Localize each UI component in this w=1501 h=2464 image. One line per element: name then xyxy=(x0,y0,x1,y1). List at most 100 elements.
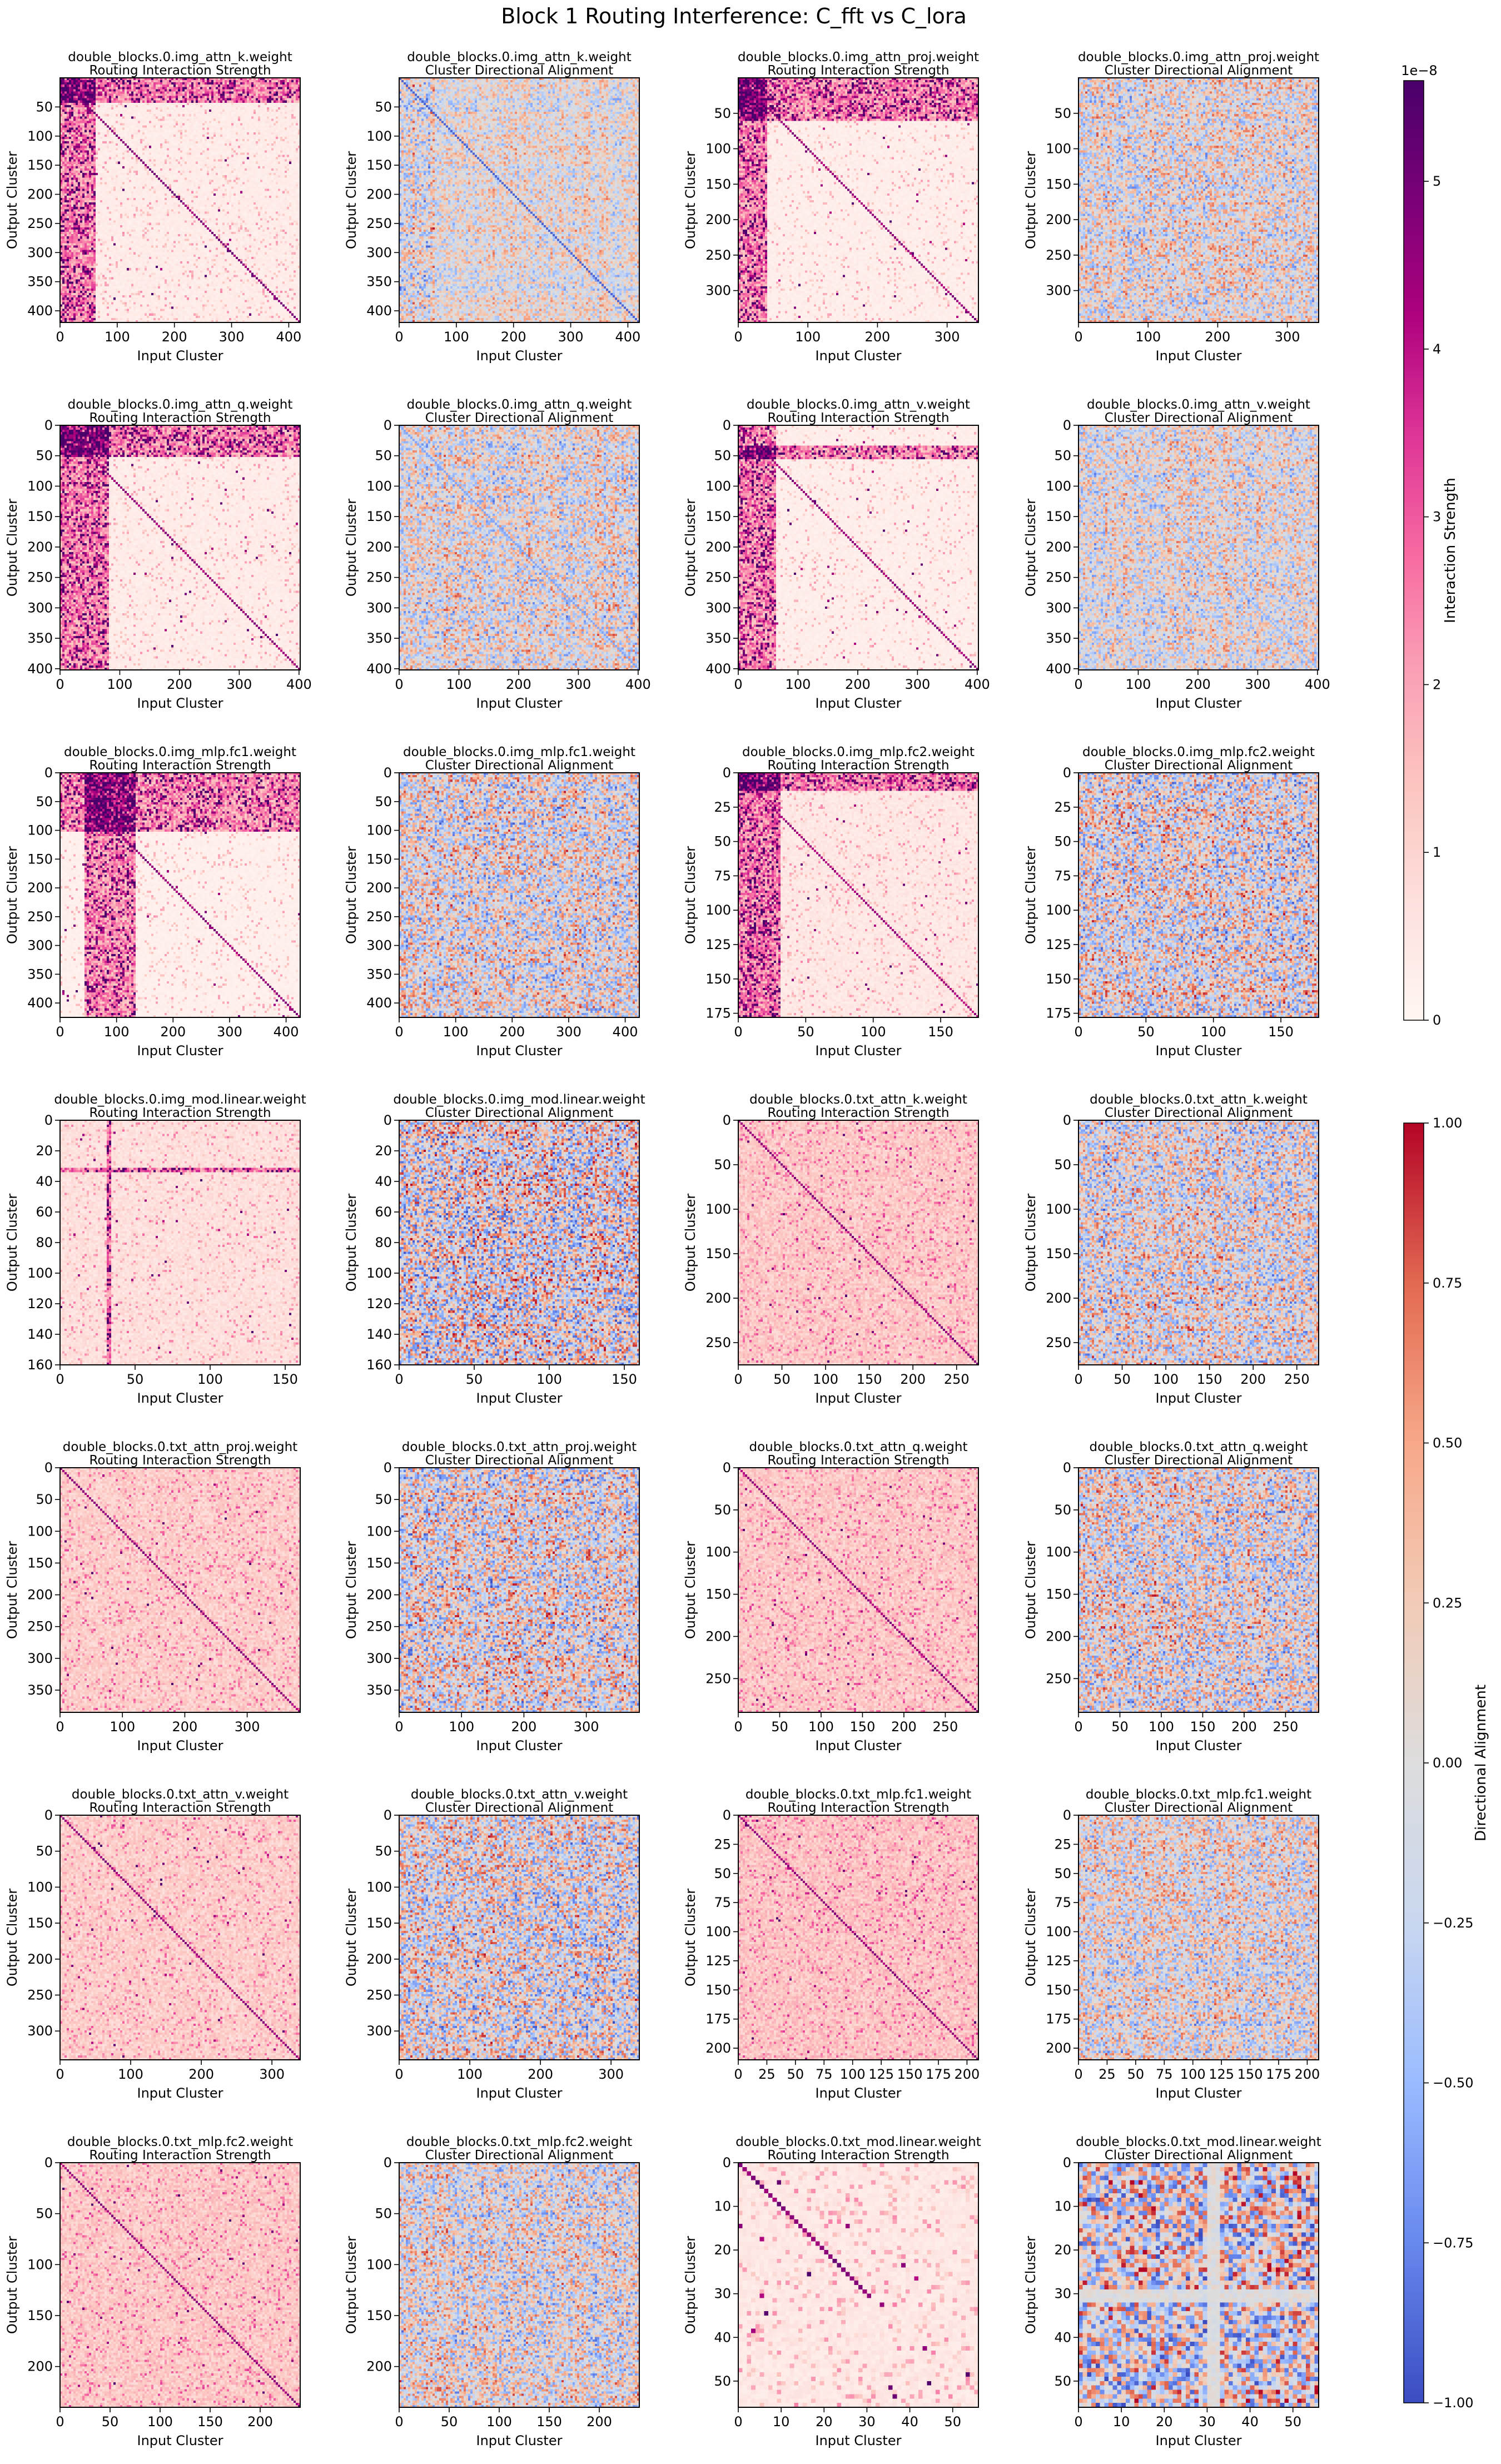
y-tick-label: 200 xyxy=(1046,539,1071,555)
panel-title: double_blocks.0.txt_attn_v.weight xyxy=(411,1787,628,1802)
y-tick-label: 120 xyxy=(27,1296,53,1312)
y-tick-label: 300 xyxy=(27,245,53,260)
x-tick-label: 200 xyxy=(587,2414,612,2430)
y-tick-label: 75 xyxy=(714,868,731,883)
heatmap-panel-8: double_blocks.0.img_attn_v.weightCluster… xyxy=(1023,398,1330,711)
alignment-colorbar-tick-label: 1.00 xyxy=(1433,1115,1462,1131)
panel-subtitle: Cluster Directional Alignment xyxy=(1105,758,1293,773)
x-tick-label: 200 xyxy=(845,677,871,692)
x-tick-label: 400 xyxy=(286,677,312,692)
x-tick-label: 150 xyxy=(1197,1372,1222,1387)
x-tick-label: 50 xyxy=(466,1372,483,1387)
y-tick-label: 150 xyxy=(366,2308,392,2323)
x-tick-label: 50 xyxy=(441,2414,458,2430)
y-tick-label: 50 xyxy=(714,2373,731,2389)
panel-title: double_blocks.0.img_attn_q.weight xyxy=(68,398,293,412)
alignment-colorbar-tick-label: 0.25 xyxy=(1433,1595,1462,1611)
y-tick-label: 20 xyxy=(36,1143,53,1159)
plot-frame xyxy=(59,1467,301,1713)
x-tick-label: 200 xyxy=(162,329,187,345)
heatmap-image xyxy=(399,1120,639,1365)
y-tick-label: 300 xyxy=(27,2023,53,2039)
y-tick-label: 0 xyxy=(44,1112,53,1128)
x-tick-label: 0 xyxy=(395,2414,403,2430)
y-tick-label: 0 xyxy=(1063,1807,1071,1823)
y-tick-label: 300 xyxy=(366,1651,392,1666)
panel-subtitle: Routing Interaction Strength xyxy=(767,1453,949,1468)
strength-colorbar-gradient xyxy=(1403,80,1424,1021)
y-tick-label: 200 xyxy=(705,212,731,227)
x-axis-label: Input Cluster xyxy=(476,1390,563,1406)
y-axis-label: Output Cluster xyxy=(4,2236,20,2334)
y-tick-label: 200 xyxy=(366,539,392,555)
strength-colorbar-label: Interaction Strength xyxy=(1442,478,1459,623)
x-tick-label: 10 xyxy=(773,2414,790,2430)
y-tick-label: 100 xyxy=(27,823,53,838)
heatmap-image xyxy=(738,1815,978,2060)
y-tick-label: 200 xyxy=(1046,1628,1071,1644)
y-axis-label: Output Cluster xyxy=(683,2236,698,2334)
y-tick-label: 30 xyxy=(1054,2286,1071,2302)
panel-title: double_blocks.0.txt_mlp.fc1.weight xyxy=(745,1787,971,1802)
y-tick-label: 200 xyxy=(366,2359,392,2374)
x-tick-label: 400 xyxy=(1305,677,1330,692)
y-tick-label: 60 xyxy=(375,1204,392,1220)
y-tick-label: 200 xyxy=(705,1290,731,1306)
y-tick-label: 50 xyxy=(714,1157,731,1173)
y-tick-label: 300 xyxy=(1046,283,1071,299)
panel-title: double_blocks.0.txt_mlp.fc1.weight xyxy=(1086,1787,1311,1802)
heatmap-image xyxy=(738,2163,978,2407)
x-tick-label: 100 xyxy=(118,2066,143,2082)
y-tick-label: 200 xyxy=(27,1587,53,1603)
x-tick-label: 0 xyxy=(56,677,64,692)
y-tick-label: 200 xyxy=(27,187,53,202)
y-tick-label: 150 xyxy=(27,1555,53,1571)
x-tick-label: 0 xyxy=(395,677,403,692)
y-axis-label: Output Cluster xyxy=(4,846,20,944)
y-tick-label: 0 xyxy=(1063,418,1071,433)
y-tick-label: 25 xyxy=(714,799,731,815)
plot-frame xyxy=(738,2162,979,2408)
x-tick-label: 100 xyxy=(110,1719,135,1735)
y-tick-label: 175 xyxy=(1046,2011,1071,2027)
x-tick-label: 25 xyxy=(758,2066,776,2082)
x-tick-label: 175 xyxy=(926,2066,951,2082)
heatmap-panel-22: double_blocks.0.txt_attn_v.weightCluster… xyxy=(344,1787,640,2101)
x-tick-label: 300 xyxy=(935,329,960,345)
x-tick-label: 30 xyxy=(1199,2414,1216,2430)
y-axis-label: Output Cluster xyxy=(1023,846,1038,944)
plot-frame xyxy=(1078,1120,1319,1365)
plot-frame xyxy=(1078,77,1319,323)
y-tick-label: 250 xyxy=(705,1671,731,1686)
plot-frame xyxy=(399,772,640,1018)
y-tick-label: 200 xyxy=(366,187,392,202)
x-tick-label: 0 xyxy=(734,2066,742,2082)
x-axis-label: Input Cluster xyxy=(1156,2433,1242,2448)
x-tick-label: 400 xyxy=(274,1024,299,1040)
x-tick-label: 40 xyxy=(1241,2414,1259,2430)
panel-subtitle: Routing Interaction Strength xyxy=(767,1801,949,1815)
y-tick-label: 250 xyxy=(366,216,392,231)
x-axis-label: Input Cluster xyxy=(137,2433,223,2448)
panel-title: double_blocks.0.txt_attn_proj.weight xyxy=(402,1440,637,1454)
x-tick-label: 100 xyxy=(1180,2066,1206,2082)
x-tick-label: 100 xyxy=(795,329,821,345)
x-tick-label: 0 xyxy=(1074,1372,1082,1387)
heatmap-panel-12: double_blocks.0.img_mlp.fc2.weightCluste… xyxy=(1023,745,1319,1059)
y-tick-label: 125 xyxy=(1046,937,1071,952)
y-axis-label: Output Cluster xyxy=(344,151,359,249)
panel-title: double_blocks.0.img_mlp.fc2.weight xyxy=(1082,745,1315,759)
y-tick-label: 60 xyxy=(36,1204,53,1220)
y-tick-label: 150 xyxy=(1046,1982,1071,1998)
x-tick-label: 50 xyxy=(771,1719,788,1735)
heatmap-image xyxy=(1078,773,1319,1017)
panel-subtitle: Cluster Directional Alignment xyxy=(425,1801,614,1815)
x-tick-label: 300 xyxy=(1245,677,1270,692)
panel-subtitle: Routing Interaction Strength xyxy=(89,1106,271,1120)
x-tick-label: 200 xyxy=(1231,1719,1257,1735)
heatmap-panel-18: double_blocks.0.txt_attn_proj.weightClus… xyxy=(344,1440,640,1753)
x-tick-label: 0 xyxy=(734,1372,742,1387)
y-tick-label: 125 xyxy=(705,937,731,952)
x-tick-label: 75 xyxy=(1156,2066,1173,2082)
